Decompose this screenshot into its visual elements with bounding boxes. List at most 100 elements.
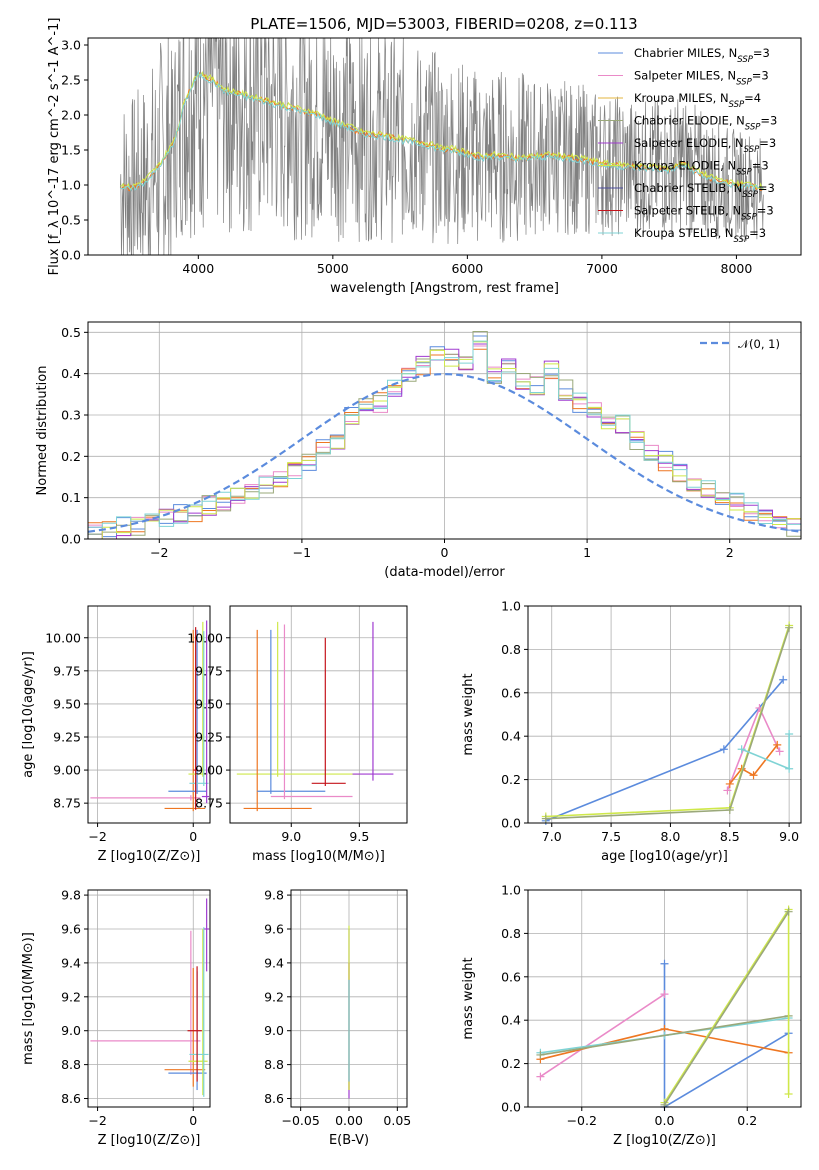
y-tick-label: 1.5 (61, 143, 81, 158)
y-tick-label: 9.2 (61, 989, 81, 1004)
panel-spectrum: Chabrier MILES, NSSP=3 Salpeter MILES, NS… (47, 18, 802, 296)
y-tick-label: 0.5 (61, 325, 81, 340)
y-tick-label: 1.0 (61, 178, 81, 193)
y-tick-label: 0.0 (61, 248, 81, 263)
y-tick-label: 8.75 (53, 796, 81, 811)
y-tick-label: 0.8 (501, 926, 521, 941)
legend-subscript: SSP (734, 235, 750, 245)
figure-title: PLATE=1506, MJD=53003, FIBERID=0208, z=0… (250, 15, 637, 33)
y-tick-label: 0.5 (61, 213, 81, 228)
x-tick-label: −2 (88, 1113, 106, 1128)
data-point-marker (660, 959, 669, 968)
data-point-marker (737, 745, 746, 754)
y-tick-label: 9.00 (53, 763, 81, 778)
y-tick-label: 8.75 (195, 796, 223, 811)
y-tick-label: 3.0 (61, 38, 81, 53)
y-tick-label: 0.4 (61, 366, 81, 381)
y-tick-label: 0.1 (61, 490, 81, 505)
legend-suffix: =3 (752, 69, 769, 83)
x-tick-label: 0.05 (383, 1113, 411, 1128)
x-tick-label: 8.5 (720, 829, 740, 844)
legend-subscript: SSP (742, 190, 758, 200)
y-axis-label: Normed distribution (35, 366, 50, 496)
model-spectrum-line (120, 69, 764, 192)
legend-subscript: SSP (741, 213, 757, 223)
x-tick-label: −1 (293, 545, 311, 560)
legend-subscript: SSP (736, 168, 752, 178)
x-tick-label: 5000 (317, 261, 349, 276)
y-tick-label: 1.0 (501, 883, 521, 898)
y-tick-label: 0.3 (61, 408, 81, 423)
data-point-marker (785, 764, 794, 773)
y-tick-label: 9.8 (61, 888, 81, 903)
legend-subscript: SSP (729, 100, 745, 110)
axes-frame (229, 605, 408, 824)
x-tick-label: −0.2 (567, 1113, 597, 1128)
model-spectrum-line (120, 70, 764, 190)
y-tick-label: 9.25 (195, 729, 223, 744)
y-tick-label: 0.0 (501, 816, 521, 831)
y-tick-label: 9.00 (195, 763, 223, 778)
y-tick-label: 0.4 (501, 1013, 521, 1028)
legend-subscript: SSP (737, 55, 753, 65)
y-tick-label: 0.8 (501, 642, 521, 657)
x-tick-label: 6000 (451, 261, 483, 276)
legend-suffix: =3 (752, 159, 769, 173)
series-line (663, 906, 790, 1104)
y-axis-label: mass weight (461, 957, 476, 1039)
legend-subscript: SSP (736, 78, 752, 88)
panel-age_vs_Z: −2 0 8.75 9.00 9.25 9.50 9.75 10.00 Z [log10(Z/Z… (21, 605, 211, 864)
y-tick-label: 9.75 (53, 663, 81, 678)
y-axis-label: Flux [f_λ 10^-17 erg cm^-2 s^-1 A^-1] (47, 18, 62, 276)
x-tick-label: −0.05 (282, 1113, 320, 1128)
x-tick-label: 9.0 (779, 829, 799, 844)
y-tick-label: 2.5 (61, 73, 81, 88)
x-tick-label: 7.5 (601, 829, 621, 844)
data-point-marker (725, 805, 734, 814)
series-line (545, 679, 784, 822)
y-axis-label: mass weight (461, 673, 476, 755)
axes-frame (87, 605, 211, 824)
data-point-marker (784, 907, 793, 916)
observed-spectrum-line (119, 38, 764, 255)
x-axis-label: wavelength [Angstrom, rest frame] (330, 281, 559, 296)
axes-frame (87, 889, 211, 1108)
series-line (545, 627, 790, 820)
y-tick-label: 0.0 (61, 532, 81, 547)
x-tick-label: 0 (189, 1113, 197, 1128)
y-tick-label: 9.50 (53, 696, 81, 711)
x-tick-label: −2 (150, 545, 168, 560)
x-tick-label: 7000 (586, 261, 618, 276)
x-tick-label: 4000 (182, 261, 214, 276)
data-point-marker (660, 990, 669, 999)
data-point-marker (723, 786, 732, 795)
data-point-marker (719, 745, 728, 754)
legend-entry: Salpeter MILES, NSSP=3 (634, 69, 769, 88)
series-line (729, 744, 778, 785)
y-tick-label: 8.6 (264, 1091, 284, 1106)
panel-mass_weight_vs_Z: −0.2 0.0 0.2 0.0 0.2 0.4 0.6 0.8 1.0 Z [log10(Z/Z… (461, 883, 802, 1148)
data-point-marker (775, 747, 784, 756)
legend-suffix: =3 (760, 114, 777, 128)
y-tick-label: 0.2 (501, 772, 521, 787)
y-tick-label: 0.2 (501, 1056, 521, 1071)
legend-suffix: =3 (757, 204, 774, 218)
y-tick-label: 0.0 (501, 1100, 521, 1115)
x-axis-label: (data-model)/error (384, 565, 505, 580)
x-tick-label: 0.00 (335, 1113, 363, 1128)
series-line (545, 625, 790, 818)
legend-entry: Chabrier MILES, NSSP=3 (634, 46, 770, 65)
y-axis-label: age [log10(age/yr)] (21, 651, 36, 778)
x-axis-label: Z [log10(Z/Z⊙)] (98, 849, 201, 864)
x-tick-label: 7.0 (542, 829, 562, 844)
axes-frame (87, 37, 802, 256)
x-axis-label: E(B-V) (329, 1133, 369, 1148)
legend-entry: 𝒩(0, 1) (738, 337, 780, 351)
y-tick-label: 9.4 (61, 955, 81, 970)
y-tick-label: 0.6 (501, 969, 521, 984)
data-point-marker (536, 1072, 545, 1081)
data-point-marker (779, 675, 788, 684)
series-line (663, 911, 790, 1106)
legend-suffix: =3 (759, 136, 776, 150)
x-axis-label: age [log10(age/yr)] (601, 849, 728, 864)
